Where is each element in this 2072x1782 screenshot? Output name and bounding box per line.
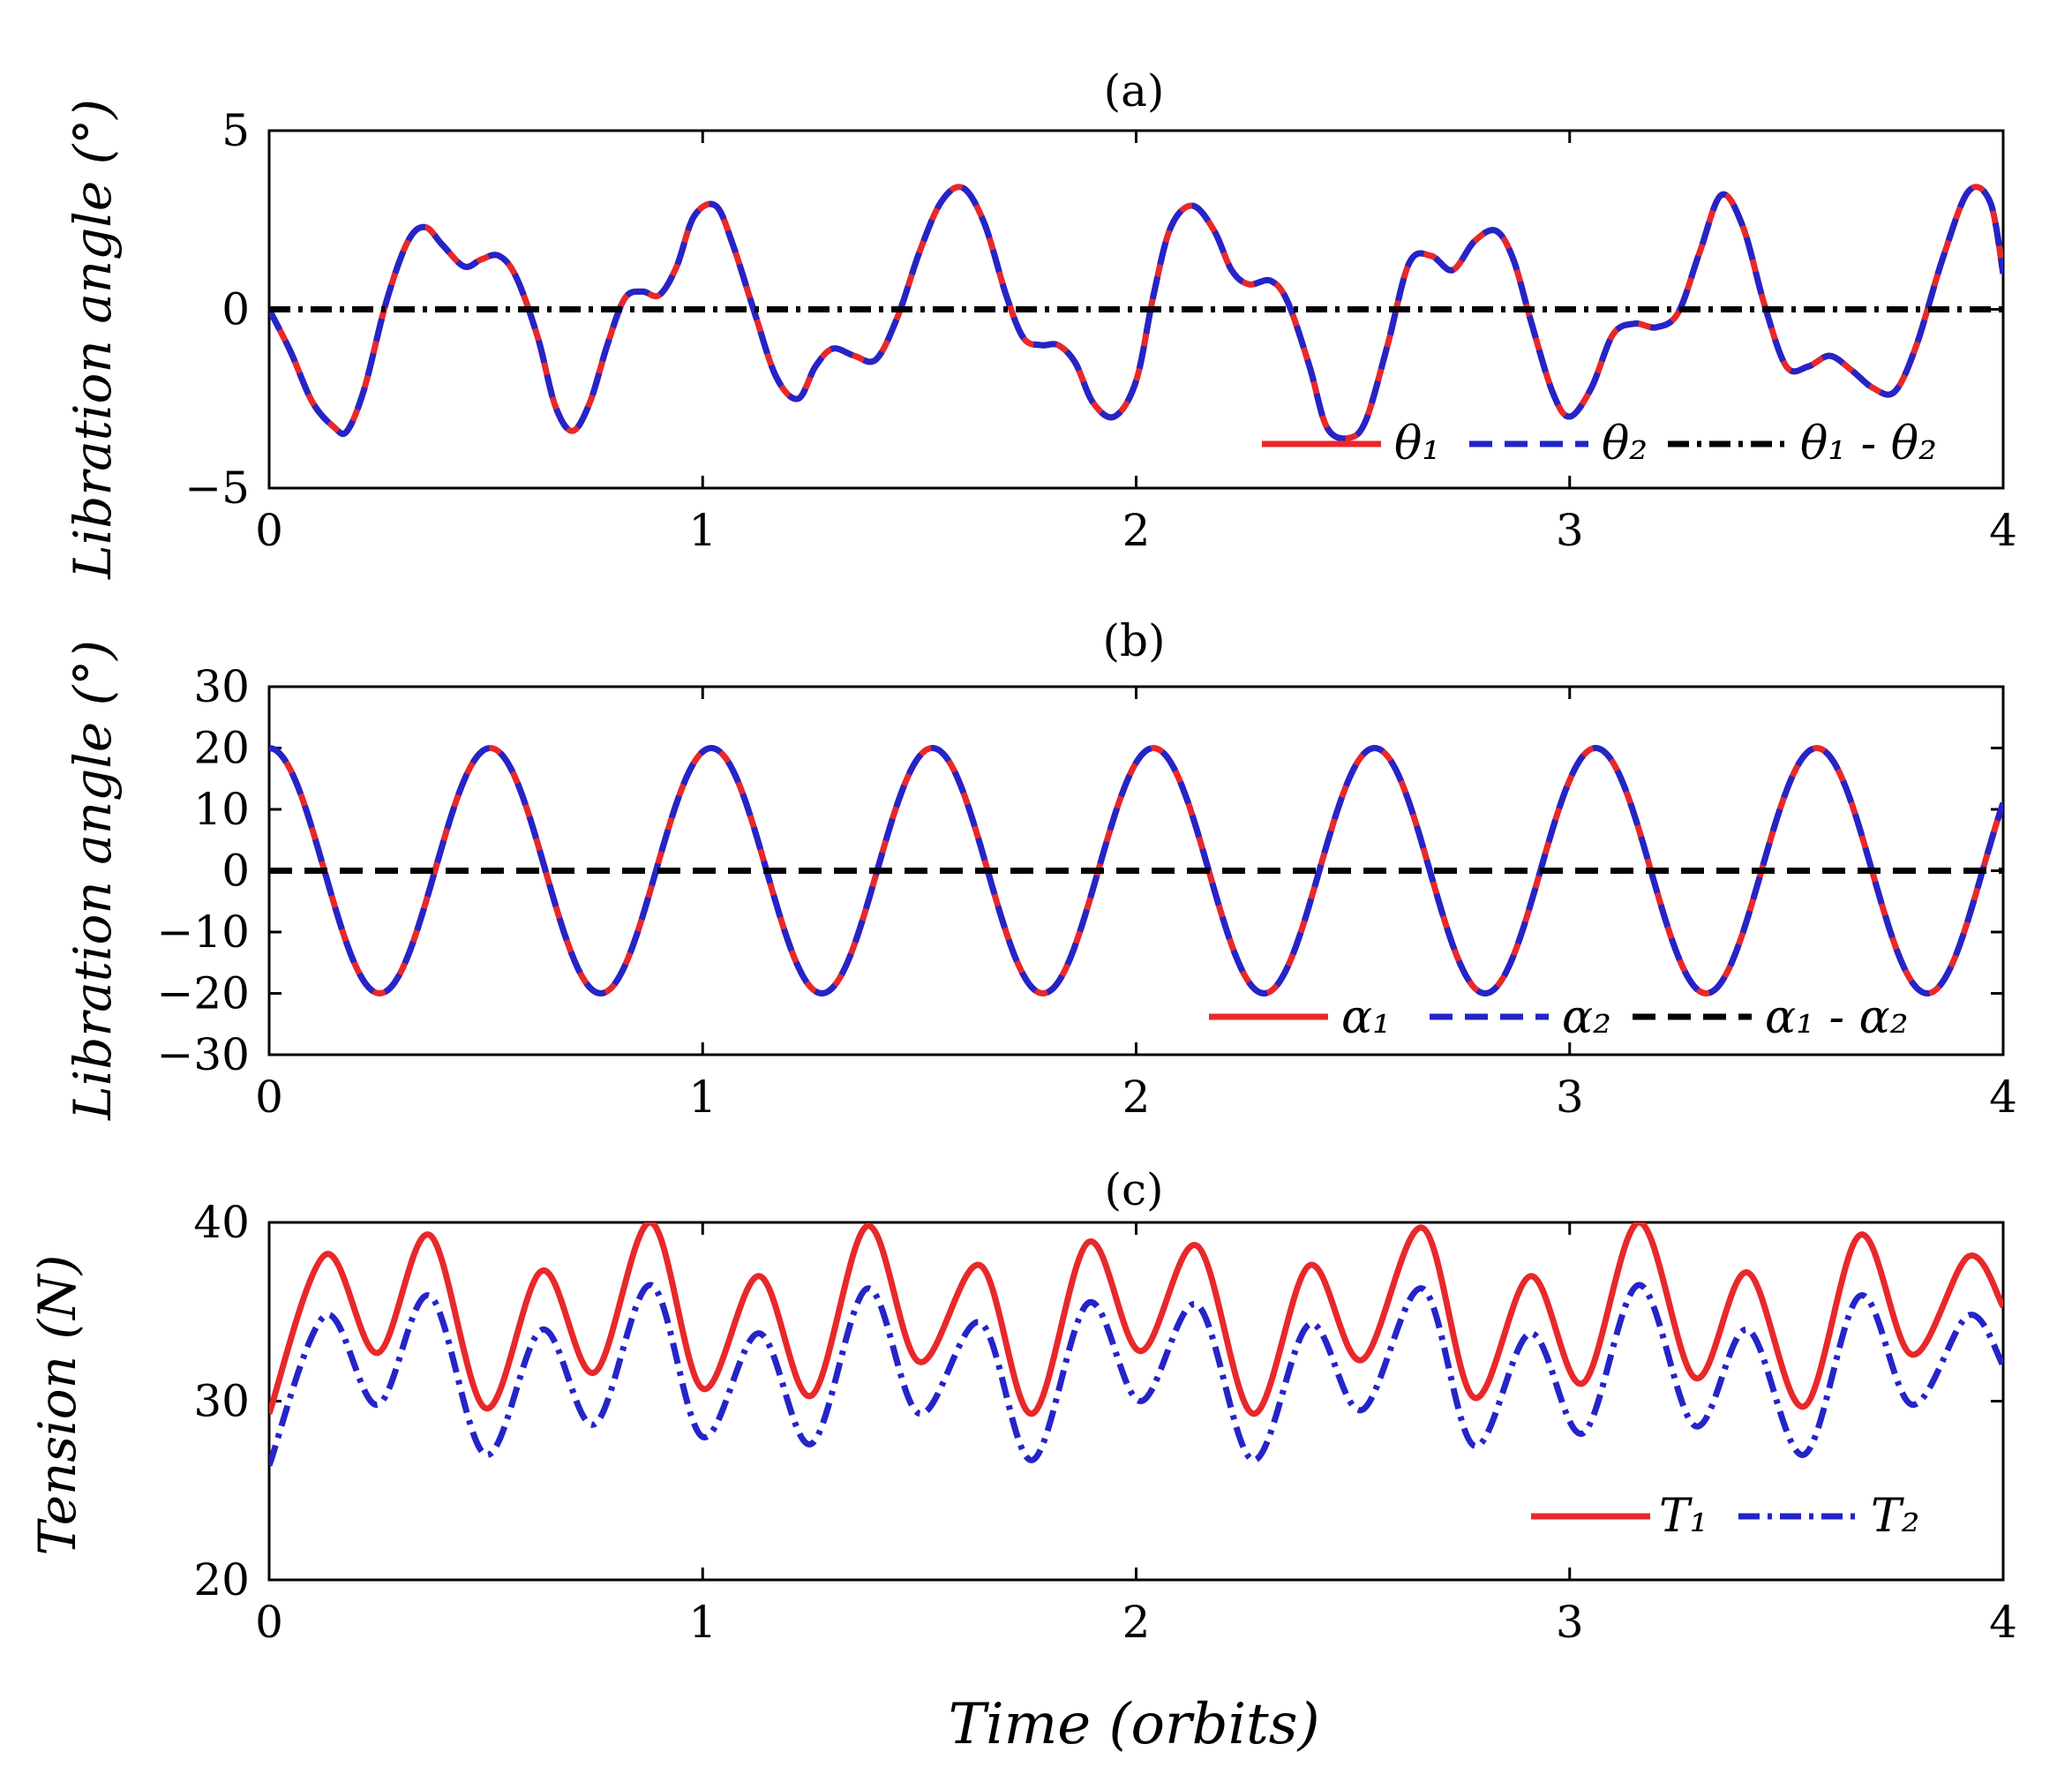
- series-line-2-1: [269, 1282, 2003, 1467]
- legend-label-alpha2: α₂: [1562, 991, 1611, 1044]
- series-line-1-1: [269, 745, 2003, 996]
- y-tick-label-0-0: 5: [221, 105, 250, 156]
- y-tick-label-1-6: −30: [156, 1029, 250, 1080]
- x-tick-label-0-0: 0: [255, 505, 283, 556]
- x-tick-label-1-2: 2: [1122, 1071, 1151, 1123]
- panel-a-plot: 0 1 2 3 450−5: [184, 105, 2017, 556]
- x-tick-label-1-3: 3: [1556, 1071, 1584, 1123]
- panel-b-title: (b): [1102, 615, 1165, 666]
- y-tick-label-2-2: 20: [193, 1554, 250, 1605]
- legend-label-alpha-diff: α₁ - α₂: [1765, 991, 1909, 1044]
- x-tick-label-0-2: 2: [1122, 505, 1151, 556]
- panel-c-legend: T₁ T₂: [1531, 1490, 1920, 1543]
- x-tick-label-2-4: 4: [1989, 1597, 2017, 1648]
- panel-a-legend: θ₁ θ₂ θ₁ - θ₂: [1262, 417, 1937, 470]
- y-tick-label-1-1: 20: [193, 723, 250, 774]
- panel-b-plot: 0 1 2 3 4 30 20 10 0 −10 −20 −30: [156, 661, 2016, 1123]
- x-tick-label-0-4: 4: [1989, 505, 2017, 556]
- y-tick-label-0-2: −5: [184, 462, 250, 514]
- x-tick-label-2-3: 3: [1556, 1597, 1584, 1648]
- legend-label-theta1: θ₁: [1394, 417, 1440, 470]
- y-tick-label-1-0: 30: [193, 661, 250, 712]
- panel-c-plot: 0 1 2 3 4 40 30 20: [193, 1197, 2017, 1648]
- legend-label-alpha1: α₁: [1341, 991, 1391, 1044]
- panel-a-title: (a): [1104, 65, 1165, 117]
- legend-label-t1: T₁: [1659, 1490, 1708, 1543]
- y-tick-label-2-1: 30: [193, 1376, 250, 1427]
- y-tick-label-2-0: 40: [193, 1197, 250, 1248]
- y-tick-label-1-3: 0: [221, 846, 250, 897]
- y-tick-label-1-2: 10: [193, 784, 250, 835]
- x-tick-label-1-1: 1: [688, 1071, 717, 1123]
- panel-c-title: (c): [1104, 1164, 1163, 1215]
- y-tick-label-1-5: −20: [156, 968, 250, 1019]
- x-tick-label-1-0: 0: [255, 1071, 283, 1123]
- x-tick-label-0-1: 1: [688, 505, 717, 556]
- x-tick-label-1-4: 4: [1989, 1071, 2017, 1123]
- legend-label-theta-diff: θ₁ - θ₂: [1800, 417, 1937, 470]
- y-tick-label-0-1: 0: [221, 284, 250, 335]
- panel-c: (c) Tension (N) Time (orbits) 0 1 2 3 4 40 30 2…: [27, 1164, 2017, 1757]
- panel-a-y-axis-label: Libration angle (°): [63, 99, 123, 580]
- x-axis-label: Time (orbits): [948, 1692, 1319, 1757]
- series-line-0-1: [269, 184, 2003, 442]
- panel-a: (a) Libration angle (°) 0 1 2 3 450−5 θ₁ θ₂ …: [63, 65, 2017, 580]
- series-line-2-0: [269, 1222, 2003, 1417]
- x-tick-label-0-3: 3: [1556, 505, 1584, 556]
- legend-label-theta2: θ₂: [1602, 417, 1648, 470]
- x-tick-label-2-0: 0: [255, 1597, 283, 1648]
- panel-c-y-axis-label: Tension (N): [27, 1255, 87, 1556]
- x-tick-label-2-1: 1: [688, 1597, 717, 1648]
- panel-b-legend: α₁ α₂ α₁ - α₂: [1209, 991, 1909, 1044]
- legend-label-t2: T₂: [1871, 1490, 1920, 1543]
- panel-b-y-axis-label: Libration angle (°): [63, 640, 123, 1121]
- x-tick-label-2-2: 2: [1122, 1597, 1151, 1648]
- y-tick-label-1-4: −10: [156, 906, 250, 958]
- panel-b: (b) Libration angle (°) 0 1 2 3 4 30 20 10 0 −10 −…: [63, 615, 2017, 1123]
